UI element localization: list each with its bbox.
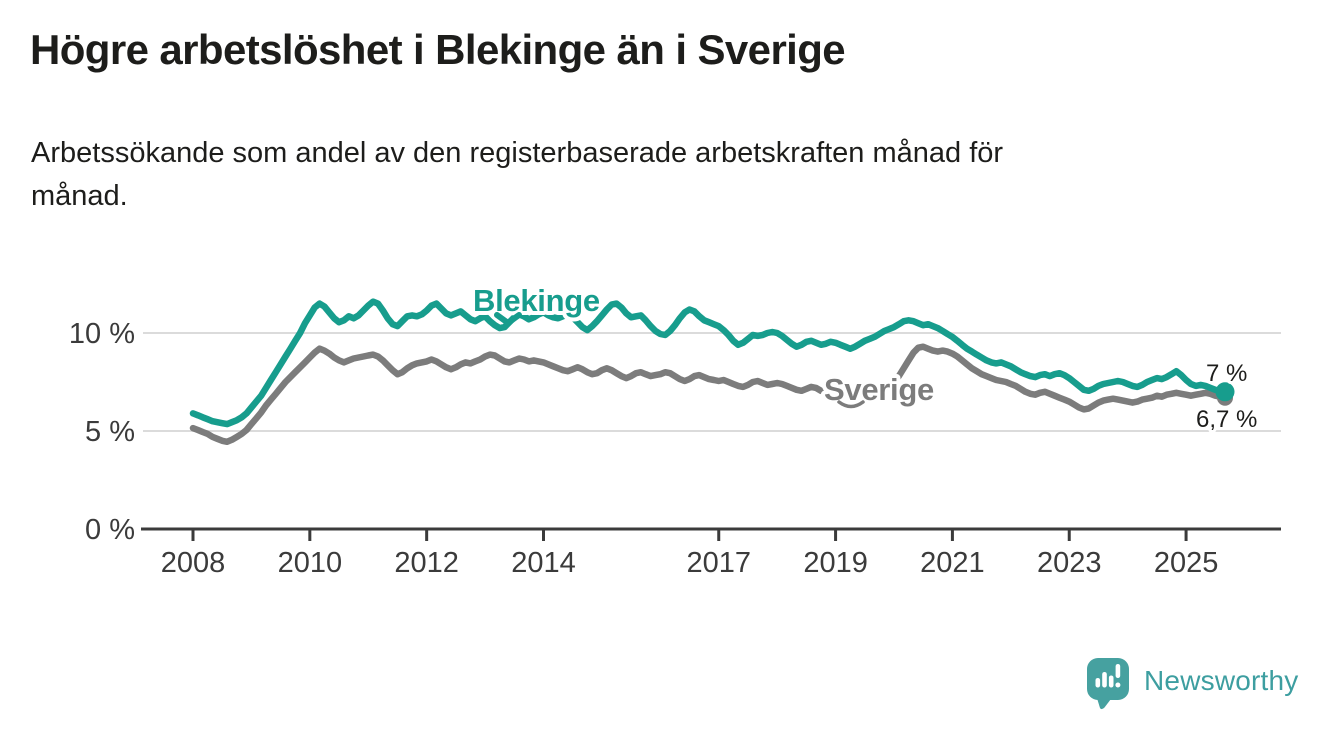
chart-subtitle-line2: månad. (31, 180, 128, 212)
x-tick-label: 2017 (686, 547, 751, 579)
x-tick-label: 2021 (920, 547, 985, 579)
x-tick-label: 2014 (511, 547, 576, 579)
series-line-sverige (189, 343, 1229, 446)
x-tick-label: 2008 (161, 547, 226, 579)
chart-title: Högre arbetslöshet i Blekinge än i Sveri… (30, 26, 846, 73)
chart-subtitle-line1: Arbetssökande som andel av den registerb… (31, 137, 1004, 169)
x-tick-label: 2023 (1037, 547, 1102, 579)
y-tick-label: 0 % (85, 514, 135, 546)
newsworthy-logo: Newsworthy (1086, 657, 1298, 711)
newsworthy-logo-icon (1087, 658, 1129, 710)
sverige-caret-down-icon (837, 400, 865, 409)
y-tick-label: 5 % (85, 416, 135, 448)
labels-layer: Blekinge Sverige 7 % 6,7 % (469, 279, 1260, 436)
plot-layer: 10 % 5 % 0 % 2008 2010 2012 2014 2017 2019 2021 20… (69, 298, 1281, 579)
x-tick-label: 2010 (278, 547, 343, 579)
sverige-end-value-label: 6,7 % (1196, 406, 1257, 433)
newsworthy-brand-text: Newsworthy (1144, 665, 1299, 696)
blekinge-series-label: Blekinge (473, 283, 600, 318)
x-tick-label: 2025 (1154, 547, 1219, 579)
unemployment-line-chart: 10 % 5 % 0 % 2008 2010 2012 2014 2017 2019 2021 20… (69, 279, 1281, 579)
series-line-blekinge (189, 298, 1229, 428)
chart-subtitle: Arbetssökande som andel av den registerb… (31, 132, 1261, 218)
blekinge-caret-down-icon (494, 312, 522, 326)
series-end-dot-blekinge (1215, 382, 1235, 402)
x-tick-label: 2019 (803, 547, 868, 579)
y-tick-label: 10 % (69, 318, 135, 350)
x-tick-label: 2012 (394, 547, 459, 579)
blekinge-end-value-label: 7 % (1206, 360, 1247, 387)
